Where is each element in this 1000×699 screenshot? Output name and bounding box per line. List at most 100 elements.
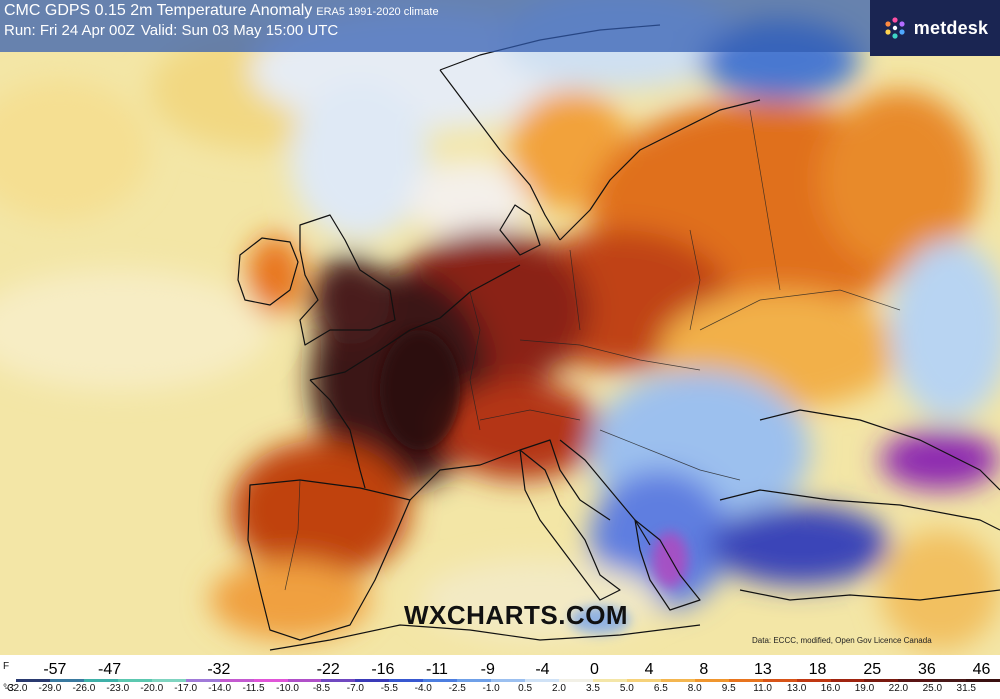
- legend-swatch: -11.5: [243, 655, 288, 699]
- legend-unit-c: °C: [3, 683, 15, 694]
- coastline-iberia: [247, 479, 411, 641]
- legend-swatch: 6.5: [654, 655, 695, 699]
- wxcharts-watermark: WXCHARTS.COM: [404, 600, 629, 630]
- legend-f-label: -32: [207, 661, 231, 678]
- border-balkans: [599, 429, 741, 481]
- coastline-greece: [634, 519, 701, 611]
- legend-swatch: -10.0: [276, 655, 322, 699]
- legend-f-label: 18: [808, 661, 827, 678]
- legend-f-label: -11: [426, 661, 448, 678]
- legend-c-label: -7.0: [346, 683, 364, 694]
- legend-c-label: 2.0: [552, 683, 566, 694]
- legend-swatch: 9.5: [722, 655, 763, 699]
- legend-f-label: 36: [918, 661, 936, 678]
- legend-c-label: -10.0: [276, 683, 299, 694]
- coastline-ireland: [237, 237, 299, 306]
- legend-c-label: -11.5: [242, 683, 265, 694]
- legend-c-label: 19.0: [854, 683, 875, 694]
- legend-swatch: -2.5: [449, 655, 492, 699]
- color-legend: F °C -32.0 -29.0 -26.0 -23.0 -20.0 -17.0 -14.0…: [0, 655, 1000, 699]
- legend-f-label: 4: [644, 661, 654, 678]
- legend-f-label: 13: [754, 661, 772, 678]
- legend-swatch: -5.5: [381, 655, 424, 699]
- legend-c-label: -8.5: [312, 683, 331, 694]
- metdesk-logo: metdesk: [870, 0, 1000, 56]
- metdesk-logo-text: metdesk: [913, 17, 989, 38]
- legend-swatch: -23.0: [106, 655, 152, 699]
- legend-swatch: -8.5: [313, 655, 356, 699]
- header-title-line: CMC GDPS 0.15 2m Temperature Anomaly ERA5…: [4, 2, 439, 20]
- legend-unit-f: F: [3, 661, 10, 672]
- border-france-germany: [469, 291, 481, 431]
- legend-f-label: -22: [316, 661, 340, 678]
- legend-c-label: 8.0: [687, 683, 702, 694]
- legend-swatch: 13.0: [787, 655, 831, 699]
- legend-f-label: 46: [972, 661, 991, 678]
- legend-c-label: 11.0: [753, 683, 772, 694]
- legend-swatch: 16.0: [821, 655, 865, 699]
- legend-f-label: -16: [371, 661, 395, 678]
- valid-time: Valid: Sun 03 May 15:00 UTC: [140, 22, 339, 39]
- legend-swatch: -1.0: [483, 655, 526, 699]
- coastline-adriatic: [559, 439, 651, 546]
- border-alps: [479, 409, 581, 421]
- coastline-italy: [519, 449, 621, 601]
- legend-swatch: -26.0: [72, 655, 118, 699]
- legend-f-label: -57: [43, 661, 67, 678]
- legend-bar: -32.0 -29.0 -26.0 -23.0 -20.0 -17.0 -14.0 -11.5…: [5, 655, 1000, 699]
- metdesk-logo-icon: [885, 17, 905, 39]
- border-ukraine: [699, 289, 901, 331]
- legend-c-label: 13.0: [786, 683, 807, 694]
- legend-swatch: 0.5: [518, 655, 559, 699]
- legend-c-label: 6.5: [653, 683, 668, 694]
- border-spain-portugal: [284, 479, 301, 591]
- legend-swatch: -4.0: [415, 655, 458, 699]
- legend-swatch: -17.0: [174, 655, 220, 699]
- legend-swatch: -14.0: [208, 655, 254, 699]
- legend-c-label: 0.5: [518, 683, 533, 694]
- legend-c-label: -26.0: [72, 683, 96, 694]
- border-poland-east: [689, 229, 701, 331]
- climate-reference: ERA5 1991-2020 climate: [316, 6, 439, 18]
- legend-swatch: 8.0: [688, 655, 729, 699]
- coastline-med-north: [409, 439, 611, 521]
- legend-swatch: 2.0: [552, 655, 593, 699]
- run-time: Run: Fri 24 Apr 00Z: [4, 22, 135, 39]
- legend-swatch: -32.0: [5, 655, 50, 699]
- legend-c-label: 31.5: [956, 683, 976, 694]
- legend-f-label: 8: [699, 661, 709, 678]
- legend-swatch: 3.5: [586, 655, 627, 699]
- legend-c-label: 9.5: [721, 683, 736, 694]
- legend-f-label: -9: [480, 661, 495, 678]
- legend-c-label: -14.0: [208, 683, 232, 694]
- header-run-line: Run: Fri 24 Apr 00Z Valid: Sun 03 May 15:…: [4, 22, 338, 39]
- chart-header: CMC GDPS 0.15 2m Temperature Anomaly ERA5…: [0, 0, 870, 52]
- coastline-britain: [299, 214, 396, 346]
- legend-swatch: -7.0: [347, 655, 390, 699]
- legend-swatch: 22.0: [889, 655, 933, 699]
- legend-f-label: -4: [535, 661, 550, 678]
- border-germany-poland: [569, 249, 581, 331]
- legend-c-label: 5.0: [619, 683, 634, 694]
- legend-f-label: -47: [98, 661, 122, 678]
- legend-swatch: 11.0: [753, 655, 797, 699]
- coastline-turkey-south: [739, 589, 1000, 601]
- coastline-denmark: [499, 204, 541, 256]
- legend-c-label: -20.0: [140, 683, 164, 694]
- border-central: [519, 339, 701, 371]
- legend-c-label: 22.0: [888, 683, 909, 694]
- coastline-north-africa: [269, 624, 701, 651]
- legend-f-label: 25: [863, 661, 882, 678]
- coastline-scandinavia: [439, 69, 561, 241]
- legend-swatch: 31.5: [957, 655, 1000, 699]
- legend-c-label: -5.5: [380, 683, 398, 694]
- coastline-black-sea: [759, 409, 1000, 491]
- legend-c-label: 3.5: [585, 683, 600, 694]
- coastline-turkey: [719, 489, 1000, 531]
- legend-c-label: -23.0: [106, 683, 130, 694]
- legend-c-label: -32.0: [4, 683, 28, 694]
- legend-c-label: 25.0: [922, 683, 943, 694]
- legend-c-label: -4.0: [414, 683, 432, 694]
- legend-swatch: -20.0: [140, 655, 186, 699]
- legend-swatch: -29.0: [39, 655, 84, 699]
